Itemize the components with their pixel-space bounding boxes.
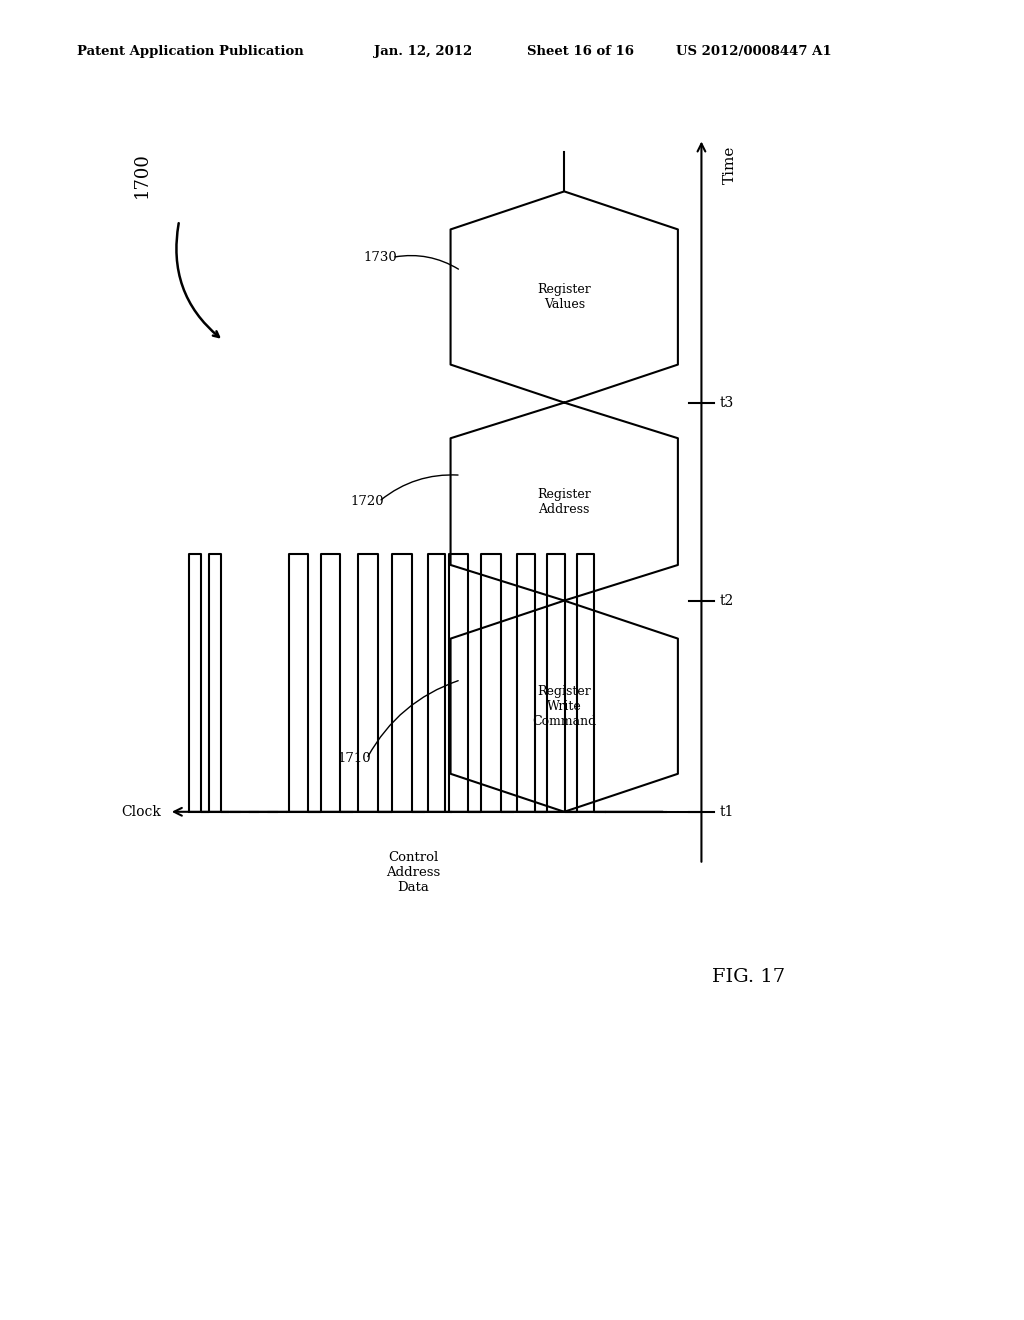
Text: 1720: 1720 bbox=[350, 495, 384, 508]
Text: FIG. 17: FIG. 17 bbox=[712, 968, 784, 986]
Text: 1700: 1700 bbox=[133, 152, 152, 198]
Text: Time: Time bbox=[723, 145, 737, 183]
Text: Jan. 12, 2012: Jan. 12, 2012 bbox=[374, 45, 472, 58]
Text: Register
Write
Command: Register Write Command bbox=[532, 685, 596, 727]
Text: US 2012/0008447 A1: US 2012/0008447 A1 bbox=[676, 45, 831, 58]
Text: Clock: Clock bbox=[121, 805, 161, 818]
Text: Register
Values: Register Values bbox=[538, 282, 591, 312]
Text: 1710: 1710 bbox=[338, 752, 372, 766]
Text: Patent Application Publication: Patent Application Publication bbox=[77, 45, 303, 58]
Text: t3: t3 bbox=[720, 396, 734, 409]
Text: 1730: 1730 bbox=[364, 251, 397, 264]
Text: t2: t2 bbox=[720, 594, 734, 607]
Text: Control
Address
Data: Control Address Data bbox=[386, 851, 440, 895]
Text: t1: t1 bbox=[720, 805, 734, 818]
Text: Sheet 16 of 16: Sheet 16 of 16 bbox=[527, 45, 634, 58]
Text: Register
Address: Register Address bbox=[538, 487, 591, 516]
